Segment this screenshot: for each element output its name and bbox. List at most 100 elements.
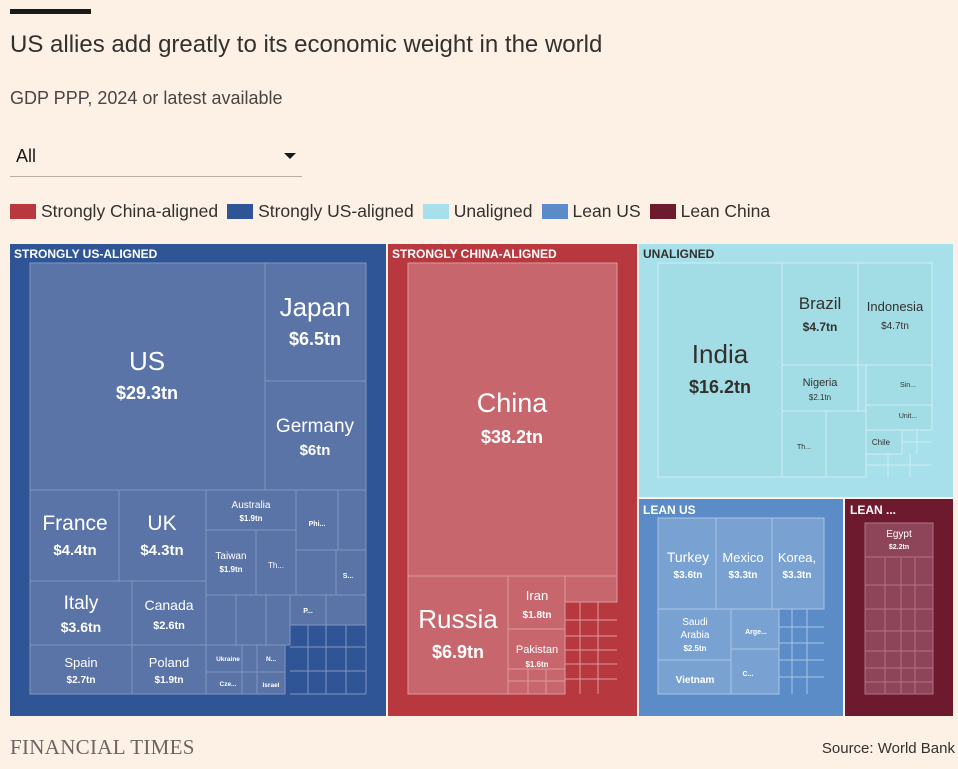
tile-value-spain: $2.7tn — [67, 675, 96, 686]
tile-label-unit: Unit... — [899, 413, 917, 420]
tile-value-russia: $6.9tn — [432, 642, 484, 662]
tile-label-egypt: Egypt — [886, 529, 912, 540]
brand-bar — [10, 9, 91, 14]
tile-egypt — [864, 522, 934, 558]
tile-label-turkey: Turkey — [667, 549, 709, 565]
tile-korea — [771, 517, 825, 610]
chevron-down-icon — [284, 153, 296, 159]
tile-saudi-arabia — [657, 608, 732, 661]
legend-swatch — [422, 203, 449, 219]
tile-label-phi: Phi... — [309, 521, 326, 528]
legend-label: Lean China — [680, 200, 771, 221]
legend-item-strongly-us: Strongly US-aligned — [227, 201, 414, 222]
legend-swatch — [649, 203, 676, 219]
tile-poland — [131, 644, 207, 695]
tile-value-taiwan: $1.9tn — [219, 565, 242, 574]
tile-value-japan: $6.5tn — [289, 329, 341, 349]
tile-label-p: P... — [303, 608, 313, 615]
tile-value-india: $16.2tn — [689, 377, 751, 397]
tile-label-korea: Korea, — [778, 550, 816, 565]
tile-label-saudi-arabia-1: Saudi — [682, 617, 708, 628]
tile-portugal — [289, 594, 327, 626]
tile-value-france: $4.4tn — [53, 542, 96, 559]
group-header-strongly-china-aligned: STRONGLY CHINA-ALIGNED — [392, 247, 557, 261]
tile-label-chile: Chile — [872, 438, 891, 447]
tile-australia — [205, 489, 297, 531]
tile-value-indonesia: $4.7tn — [881, 321, 909, 332]
tile-russia — [407, 575, 509, 695]
tile-label-th-un: Th... — [797, 444, 811, 451]
tile-argentina — [730, 608, 780, 650]
tile-singapore — [335, 549, 367, 596]
tile-small-h — [241, 671, 258, 695]
tile-france — [29, 489, 120, 582]
tile-value-nigeria: $2.1tn — [809, 393, 831, 402]
tile-label-france: France — [42, 512, 107, 535]
tile-label-spain: Spain — [64, 655, 97, 670]
micro-grid-cn-b — [508, 669, 565, 694]
tile-value-uk: $4.3tn — [140, 542, 183, 559]
tile-small-f — [325, 594, 367, 626]
tile-label-china: China — [477, 388, 549, 418]
tile-label-saudi-arabia-2: Arabia — [681, 630, 710, 641]
tile-label-israel: Israel — [263, 682, 280, 689]
tile-small-b — [295, 549, 337, 596]
tile-ukraine — [205, 644, 243, 673]
tile-value-china: $38.2tn — [481, 427, 543, 447]
legend-item-lean-us: Lean US — [541, 201, 641, 222]
tile-value-mexico: $3.3tn — [729, 570, 758, 581]
tile-china — [407, 262, 618, 577]
micro-grid-lc — [865, 557, 933, 694]
tile-label-ukraine: Ukraine — [216, 656, 240, 663]
tile-label-iran: Iran — [526, 588, 548, 603]
tile-small-d — [235, 594, 267, 646]
tile-label-mexico: Mexico — [722, 550, 763, 565]
tile-value-iran: $1.8tn — [523, 610, 552, 621]
tile-value-australia: $1.9tn — [239, 514, 262, 523]
tile-label-uk: UK — [147, 512, 176, 535]
tile-philippines — [295, 489, 339, 551]
tile-italy — [29, 580, 133, 646]
tile-value-canada: $2.6tn — [153, 620, 185, 632]
tile-label-japan: Japan — [280, 292, 351, 322]
tile-label-poland: Poland — [149, 655, 189, 670]
tile-label-vietnam: Vietnam — [676, 675, 715, 686]
tile-us — [29, 262, 266, 491]
tile-japan — [264, 262, 367, 382]
tile-label-india: India — [692, 339, 749, 369]
tile-label-us: US — [129, 346, 165, 376]
tile-label-indonesia: Indonesia — [867, 299, 924, 314]
tile-value-turkey: $3.6tn — [674, 570, 703, 581]
tile-label-pakistan: Pakistan — [516, 644, 558, 656]
tile-indonesia — [857, 262, 933, 366]
tile-label-italy: Italy — [64, 593, 99, 614]
tile-nigeria — [781, 364, 859, 412]
tile-small-cn-b — [564, 575, 618, 603]
tile-germany — [264, 380, 367, 491]
source-note: Source: World Bank — [821, 740, 955, 757]
tile-label-australia: Australia — [232, 500, 271, 511]
tile-label-c: C... — [743, 671, 754, 678]
tile-turkey — [657, 517, 717, 610]
tile-label-th-us: Th... — [268, 561, 284, 570]
tile-colombia — [730, 648, 780, 695]
tile-thailand-un — [781, 410, 827, 478]
tile-small-g — [241, 644, 258, 673]
micro-grid-us — [290, 625, 367, 695]
alignment-filter-dropdown[interactable]: All — [10, 140, 302, 177]
tile-label-canada: Canada — [144, 597, 193, 613]
tile-small-a — [337, 489, 367, 551]
legend-item-unaligned: Unaligned — [422, 201, 533, 222]
tile-label-nigeria: Nigeria — [803, 377, 839, 389]
group-header-lean-us: LEAN US — [643, 503, 696, 517]
tile-value-germany: $6tn — [300, 442, 331, 459]
tile-label-n: N... — [266, 656, 276, 663]
tile-uk — [118, 489, 207, 582]
tile-canada — [131, 580, 207, 646]
micro-grid-lu — [779, 609, 824, 694]
tile-small-un-a — [825, 410, 867, 478]
tile-chile-a — [865, 429, 903, 455]
legend-swatch — [541, 203, 568, 219]
tile-taiwan — [205, 529, 257, 596]
